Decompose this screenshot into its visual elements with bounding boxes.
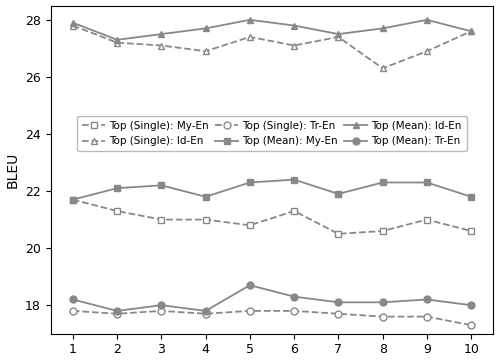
Top (Mean): Tr-En: (5, 18.7): Tr-En: (5, 18.7) <box>247 283 253 287</box>
Top (Single): Id-En: (2, 27.2): Id-En: (2, 27.2) <box>114 41 120 45</box>
Top (Single): My-En: (6, 21.3): My-En: (6, 21.3) <box>291 209 297 213</box>
Top (Single): Tr-En: (10, 17.3): Tr-En: (10, 17.3) <box>468 323 474 327</box>
Y-axis label: BLEU: BLEU <box>6 152 20 188</box>
Top (Single): My-En: (7, 20.5): My-En: (7, 20.5) <box>336 232 342 236</box>
Top (Mean): My-En: (5, 22.3): My-En: (5, 22.3) <box>247 180 253 185</box>
Top (Single): Tr-En: (8, 17.6): Tr-En: (8, 17.6) <box>380 315 386 319</box>
Top (Single): Id-En: (7, 27.4): Id-En: (7, 27.4) <box>336 35 342 39</box>
Top (Single): My-En: (5, 20.8): My-En: (5, 20.8) <box>247 223 253 227</box>
Top (Single): Tr-En: (7, 17.7): Tr-En: (7, 17.7) <box>336 312 342 316</box>
Line: Top (Single): My-En: Top (Single): My-En <box>70 196 474 237</box>
Top (Single): My-En: (1, 21.7): My-En: (1, 21.7) <box>70 197 76 202</box>
Top (Single): My-En: (4, 21): My-En: (4, 21) <box>202 218 208 222</box>
Top (Single): Tr-En: (6, 17.8): Tr-En: (6, 17.8) <box>291 309 297 313</box>
Top (Mean): My-En: (1, 21.7): My-En: (1, 21.7) <box>70 197 76 202</box>
Top (Mean): Id-En: (3, 27.5): Id-En: (3, 27.5) <box>158 32 164 36</box>
Line: Top (Mean): Id-En: Top (Mean): Id-En <box>70 16 474 43</box>
Top (Mean): Id-En: (6, 27.8): Id-En: (6, 27.8) <box>291 24 297 28</box>
Top (Single): Tr-En: (4, 17.7): Tr-En: (4, 17.7) <box>202 312 208 316</box>
Top (Mean): Tr-En: (7, 18.1): Tr-En: (7, 18.1) <box>336 300 342 304</box>
Top (Single): Id-En: (5, 27.4): Id-En: (5, 27.4) <box>247 35 253 39</box>
Top (Single): Tr-En: (2, 17.7): Tr-En: (2, 17.7) <box>114 312 120 316</box>
Top (Single): Id-En: (3, 27.1): Id-En: (3, 27.1) <box>158 43 164 48</box>
Top (Single): Id-En: (10, 27.6): Id-En: (10, 27.6) <box>468 29 474 33</box>
Top (Mean): Id-En: (10, 27.6): Id-En: (10, 27.6) <box>468 29 474 33</box>
Top (Single): My-En: (3, 21): My-En: (3, 21) <box>158 218 164 222</box>
Line: Top (Mean): My-En: Top (Mean): My-En <box>70 176 474 203</box>
Top (Mean): Tr-En: (1, 18.2): Tr-En: (1, 18.2) <box>70 297 76 302</box>
Top (Single): Tr-En: (5, 17.8): Tr-En: (5, 17.8) <box>247 309 253 313</box>
Top (Mean): Id-En: (5, 28): Id-En: (5, 28) <box>247 18 253 22</box>
Top (Mean): My-En: (10, 21.8): My-En: (10, 21.8) <box>468 195 474 199</box>
Top (Mean): My-En: (7, 21.9): My-En: (7, 21.9) <box>336 192 342 196</box>
Top (Mean): Id-En: (4, 27.7): Id-En: (4, 27.7) <box>202 26 208 30</box>
Line: Top (Single): Tr-En: Top (Single): Tr-En <box>70 307 474 329</box>
Top (Single): Tr-En: (3, 17.8): Tr-En: (3, 17.8) <box>158 309 164 313</box>
Top (Mean): Id-En: (1, 27.9): Id-En: (1, 27.9) <box>70 21 76 25</box>
Top (Single): Tr-En: (1, 17.8): Tr-En: (1, 17.8) <box>70 309 76 313</box>
Top (Mean): Tr-En: (8, 18.1): Tr-En: (8, 18.1) <box>380 300 386 304</box>
Top (Mean): My-En: (3, 22.2): My-En: (3, 22.2) <box>158 183 164 188</box>
Top (Single): Id-En: (6, 27.1): Id-En: (6, 27.1) <box>291 43 297 48</box>
Top (Mean): My-En: (2, 22.1): My-En: (2, 22.1) <box>114 186 120 190</box>
Top (Mean): My-En: (9, 22.3): My-En: (9, 22.3) <box>424 180 430 185</box>
Top (Single): My-En: (2, 21.3): My-En: (2, 21.3) <box>114 209 120 213</box>
Top (Mean): Id-En: (9, 28): Id-En: (9, 28) <box>424 18 430 22</box>
Top (Mean): Tr-En: (3, 18): Tr-En: (3, 18) <box>158 303 164 307</box>
Top (Mean): My-En: (4, 21.8): My-En: (4, 21.8) <box>202 195 208 199</box>
Top (Mean): Tr-En: (6, 18.3): Tr-En: (6, 18.3) <box>291 294 297 299</box>
Top (Mean): Id-En: (2, 27.3): Id-En: (2, 27.3) <box>114 38 120 42</box>
Top (Mean): Id-En: (8, 27.7): Id-En: (8, 27.7) <box>380 26 386 30</box>
Top (Single): Id-En: (9, 26.9): Id-En: (9, 26.9) <box>424 49 430 53</box>
Top (Mean): Id-En: (7, 27.5): Id-En: (7, 27.5) <box>336 32 342 36</box>
Top (Mean): Tr-En: (9, 18.2): Tr-En: (9, 18.2) <box>424 297 430 302</box>
Top (Single): Id-En: (1, 27.8): Id-En: (1, 27.8) <box>70 24 76 28</box>
Legend: Top (Single): My-En, Top (Single): Id-En, Top (Single): Tr-En, Top (Mean): My-En: Top (Single): My-En, Top (Single): Id-En… <box>77 116 467 151</box>
Top (Single): Id-En: (8, 26.3): Id-En: (8, 26.3) <box>380 66 386 71</box>
Top (Single): Tr-En: (9, 17.6): Tr-En: (9, 17.6) <box>424 315 430 319</box>
Top (Single): My-En: (9, 21): My-En: (9, 21) <box>424 218 430 222</box>
Top (Single): My-En: (10, 20.6): My-En: (10, 20.6) <box>468 229 474 233</box>
Top (Single): My-En: (8, 20.6): My-En: (8, 20.6) <box>380 229 386 233</box>
Top (Single): Id-En: (4, 26.9): Id-En: (4, 26.9) <box>202 49 208 53</box>
Top (Mean): My-En: (6, 22.4): My-En: (6, 22.4) <box>291 177 297 182</box>
Top (Mean): Tr-En: (2, 17.8): Tr-En: (2, 17.8) <box>114 309 120 313</box>
Top (Mean): My-En: (8, 22.3): My-En: (8, 22.3) <box>380 180 386 185</box>
Top (Mean): Tr-En: (4, 17.8): Tr-En: (4, 17.8) <box>202 309 208 313</box>
Line: Top (Mean): Tr-En: Top (Mean): Tr-En <box>70 282 474 314</box>
Line: Top (Single): Id-En: Top (Single): Id-En <box>70 22 474 72</box>
Top (Mean): Tr-En: (10, 18): Tr-En: (10, 18) <box>468 303 474 307</box>
